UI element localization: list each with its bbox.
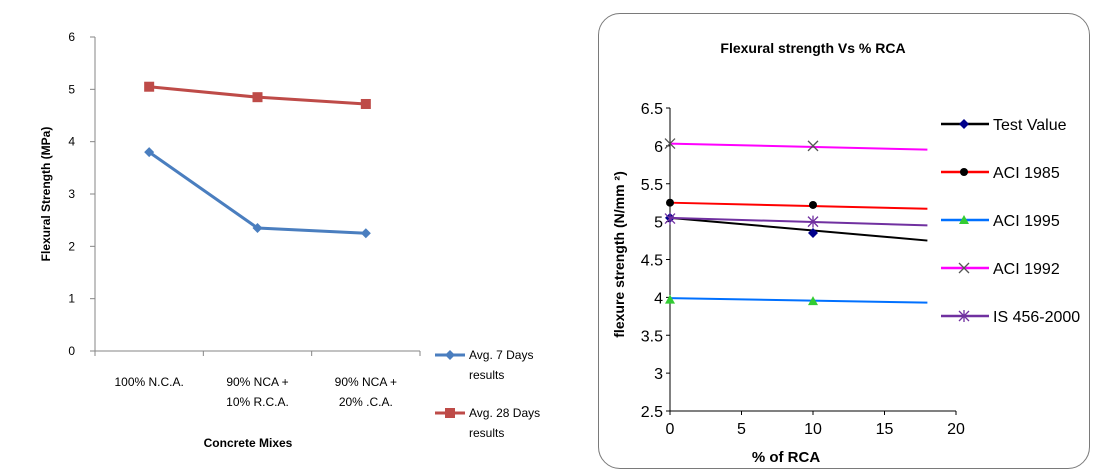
legend-label: IS 456-2000 [993,309,1080,326]
series-line [669,201,928,210]
legend-entry-2: ACI 1985 [941,165,1060,182]
y-axis-title: Flexural Strength (MPa) [39,127,53,262]
x-category-label: 100% N.C.A. [114,375,183,389]
series-2 [144,81,371,109]
data-point [809,200,817,209]
x-tick-label: 0 [666,421,675,438]
y-tick-label: 6 [654,139,663,156]
x-tick-label: 15 [876,421,894,438]
data-point [144,147,155,158]
series-5 [664,212,928,228]
y-axis-title: flexure strength (N/mm ²) [611,171,627,337]
legend-entry-4: ACI 1992 [941,261,1060,278]
series-3 [665,294,928,306]
series-line [148,150,366,235]
x-tick-label: 5 [737,421,746,438]
x-category-label: 90% NCA +10% R.C.A. [226,375,289,409]
data-point [360,228,371,239]
data-point [665,294,675,304]
legend-swatch-marker [445,408,455,418]
data-point [664,212,676,225]
data-point [144,81,155,92]
series-line [669,216,928,227]
right-line-chart: Flexural strength Vs % RCA 2.5 3 3.5 4 4.5 5 5.… [598,13,1092,471]
legend-swatch-marker [958,310,970,322]
series-1 [144,147,371,239]
legend-swatch-marker [959,119,969,129]
data-point [666,198,674,207]
legend-swatch-marker [445,350,455,360]
y-tick-label: 3 [654,366,663,383]
legend-swatch-marker [959,215,969,224]
data-point [252,92,263,103]
legend-label: Test Value [993,117,1067,134]
legend-swatch-marker [960,168,968,176]
x-axis-title: Concrete Mixes [204,436,293,450]
y-tick-label: 0 [68,344,75,358]
x-category-label: 90% NCA +20% .C.A. [335,375,397,409]
series-line [669,216,928,242]
series-line [669,297,928,304]
legend-label: Avg. 7 Days results [469,348,533,382]
y-tick-label: 2.5 [641,404,663,421]
y-tick-label: 1 [68,292,75,306]
legend-label: ACI 1992 [993,261,1060,278]
y-tick-label: 5 [68,82,75,96]
legend-entry-5: IS 456-2000 [941,309,1080,326]
y-tick-label: 4.5 [641,253,663,270]
legend-label: Avg. 28 Days results [469,406,540,440]
legend-entry-1: Avg. 7 Days results [435,348,533,382]
data-point [252,223,263,234]
y-tick-label: 2 [68,239,75,253]
data-point [807,215,819,228]
y-tick-label: 5.5 [641,177,663,194]
x-tick-label: 20 [947,421,965,438]
y-tick-label: 4 [68,135,75,149]
data-point [808,227,818,238]
data-point [808,296,818,306]
chart-title: Flexural strength Vs % RCA [720,40,905,56]
series-1 [665,212,928,242]
legend-entry-3: ACI 1995 [941,213,1060,230]
y-tick-label: 3.5 [641,328,663,345]
data-point [360,98,371,109]
y-tick-label: 3 [68,187,75,201]
x-axis-title: % of RCA [752,449,820,466]
y-tick-label: 6.5 [641,101,663,118]
y-tick-label: 6 [68,30,75,44]
legend-entry-1: Test Value [941,117,1067,134]
data-point [807,140,819,152]
y-tick-label: 5 [654,215,663,232]
y-tick-label: 4 [654,290,663,307]
x-tick-label: 10 [804,421,822,438]
left-line-chart: 0 1 2 3 4 5 6 100% N.C.A. 90% NCA +10% R.C.A. 90%… [39,30,541,450]
legend-swatch-marker [958,262,970,274]
legend-label: ACI 1995 [993,213,1060,230]
series-2 [666,198,928,210]
legend-label: ACI 1985 [993,165,1060,182]
series-4 [664,138,928,152]
data-point [664,138,676,150]
legend-entry-2: Avg. 28 Days results [435,406,540,440]
series-line [669,142,928,151]
